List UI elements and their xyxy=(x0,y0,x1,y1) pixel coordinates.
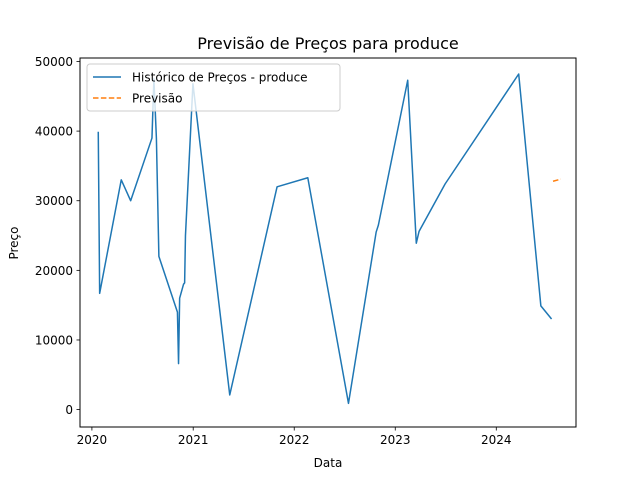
chart-title: Previsão de Preços para produce xyxy=(197,34,458,53)
y-tick-label: 20000 xyxy=(35,264,73,278)
y-tick-label: 50000 xyxy=(35,55,73,69)
x-tick-label: 2024 xyxy=(481,433,512,447)
forecast-series-line xyxy=(552,178,561,182)
x-axis: 2020 2021 2022 2023 2024 xyxy=(77,427,512,447)
y-tick-label: 10000 xyxy=(35,333,73,347)
y-tick-label: 30000 xyxy=(35,194,73,208)
y-axis: 0 10000 20000 30000 40000 50000 xyxy=(35,55,80,417)
x-axis-title: Data xyxy=(314,456,343,470)
x-tick-label: 2022 xyxy=(279,433,310,447)
legend: Histórico de Preços - produce Previsão xyxy=(86,63,341,112)
y-tick-label: 0 xyxy=(65,403,73,417)
legend-label: Previsão xyxy=(132,92,182,106)
x-tick-label: 2023 xyxy=(380,433,411,447)
axes-frame xyxy=(79,57,577,428)
y-axis-title: Preço xyxy=(7,226,21,259)
legend-label: Histórico de Preços - produce xyxy=(132,71,308,85)
y-tick-label: 40000 xyxy=(35,125,73,139)
x-tick-label: 2020 xyxy=(77,433,108,447)
legend-box xyxy=(86,63,341,112)
x-tick-label: 2021 xyxy=(178,433,209,447)
